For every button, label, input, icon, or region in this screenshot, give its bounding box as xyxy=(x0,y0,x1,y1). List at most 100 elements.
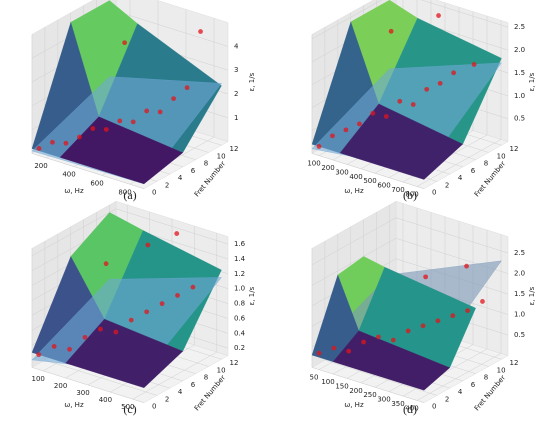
grid-line xyxy=(420,0,509,28)
y-tick-label: 10 xyxy=(497,366,506,374)
y-axis-label: Fret Number xyxy=(473,374,507,413)
z-axis-label: ε, 1/s xyxy=(248,72,256,91)
x-tick-label: 500 xyxy=(363,177,376,185)
data-point xyxy=(424,86,430,92)
data-point xyxy=(76,134,82,140)
y-tick-label: 4 xyxy=(178,388,183,396)
surface-patch xyxy=(65,318,184,388)
y-tick-label: 6 xyxy=(191,381,196,389)
z-tick-label: 0.6 xyxy=(234,314,246,322)
z-axis-label: ε, 1/s xyxy=(528,72,536,91)
y-tick-label: 12 xyxy=(510,145,519,153)
y-tick-label: 2 xyxy=(445,181,449,189)
x-tick-label: 800 xyxy=(405,190,418,198)
data-point xyxy=(376,334,381,340)
z-tick-label: 2.0 xyxy=(514,270,525,278)
y-tick-label: 10 xyxy=(497,152,506,160)
data-point xyxy=(103,127,109,132)
z-tick-label: 2 xyxy=(234,90,238,98)
data-point xyxy=(198,29,203,34)
grid-line xyxy=(311,238,397,286)
data-point xyxy=(435,318,441,324)
y-tick-label: 12 xyxy=(230,145,239,153)
data-point xyxy=(436,13,441,18)
z-tick-label: 1.6 xyxy=(234,240,246,248)
y-tick-label: 0 xyxy=(152,403,156,411)
data-point xyxy=(361,339,366,345)
data-point xyxy=(51,343,57,349)
data-point xyxy=(410,102,416,107)
data-point xyxy=(175,292,180,298)
grid-line xyxy=(416,353,502,401)
y-tick-label: 0 xyxy=(152,189,156,197)
data-point xyxy=(190,284,196,290)
data-point xyxy=(36,146,42,151)
data-point xyxy=(144,108,150,114)
y-tick-label: 0 xyxy=(432,189,436,197)
x-tick-label: 50 xyxy=(310,374,319,382)
data-point xyxy=(471,62,477,67)
data-point xyxy=(451,70,457,76)
data-point xyxy=(90,126,96,131)
data-point xyxy=(316,144,322,149)
grid-line xyxy=(115,208,229,245)
z-tick-label: 1.2 xyxy=(234,270,245,278)
grid-line xyxy=(31,153,145,189)
x-tick-label: 350 xyxy=(391,400,404,408)
grid-line xyxy=(115,10,229,47)
grid-line xyxy=(311,367,425,403)
data-point xyxy=(157,109,163,115)
x-tick-label: 200 xyxy=(349,387,362,395)
data-point xyxy=(370,110,376,116)
x-tick-label: 400 xyxy=(99,396,112,404)
x-tick-label: 400 xyxy=(349,173,362,181)
data-point xyxy=(98,326,103,332)
panel-label: (b) xyxy=(403,188,417,202)
data-point xyxy=(82,334,88,340)
data-point xyxy=(330,133,335,139)
y-tick-label: 8 xyxy=(204,160,208,168)
data-point xyxy=(184,85,190,91)
panel-label: (a) xyxy=(123,188,136,202)
y-tick-label: 12 xyxy=(510,359,519,367)
panel-label: (d) xyxy=(403,402,417,416)
y-tick-label: 4 xyxy=(458,388,463,396)
data-point xyxy=(383,114,389,119)
x-tick-label: 150 xyxy=(335,382,348,390)
y-axis-label: Fret Number xyxy=(473,160,507,199)
data-point xyxy=(397,98,403,104)
x-axis-label: ω, Hz xyxy=(344,401,364,409)
z-axis-label: ε, 1/s xyxy=(248,286,256,305)
y-tick-label: 2 xyxy=(445,395,449,403)
z-tick-label: 2.5 xyxy=(514,249,525,257)
x-tick-label: 300 xyxy=(76,389,89,397)
grid-line xyxy=(31,208,117,257)
data-point xyxy=(343,127,349,133)
x-axis-label: ω, Hz xyxy=(64,401,84,409)
z-axis-label: ε, 1/s xyxy=(528,286,536,305)
y-axis-label: Fret Number xyxy=(193,160,227,199)
grid-line xyxy=(31,367,145,403)
data-point xyxy=(171,96,177,102)
x-tick-label: 200 xyxy=(54,382,67,390)
z-tick-label: 1.5 xyxy=(514,290,525,298)
y-tick-label: 8 xyxy=(204,374,208,382)
x-tick-label: 200 xyxy=(321,164,334,172)
grid-line xyxy=(416,139,502,187)
y-tick-label: 12 xyxy=(230,359,239,367)
grid-line xyxy=(395,217,509,254)
y-tick-label: 8 xyxy=(484,160,488,168)
y-tick-label: 6 xyxy=(471,167,476,175)
grid-line xyxy=(44,359,157,396)
y-tick-label: 10 xyxy=(217,366,226,374)
surface-patch xyxy=(59,116,184,185)
surface-patch xyxy=(332,330,451,391)
grid-line xyxy=(132,351,217,400)
data-point xyxy=(356,121,362,127)
data-point xyxy=(316,350,322,356)
x-axis-label: ω, Hz xyxy=(64,187,84,195)
z-tick-label: 3 xyxy=(234,66,238,74)
data-point xyxy=(130,119,136,125)
x-tick-label: 700 xyxy=(391,186,404,194)
x-tick-label: 500 xyxy=(121,403,134,411)
